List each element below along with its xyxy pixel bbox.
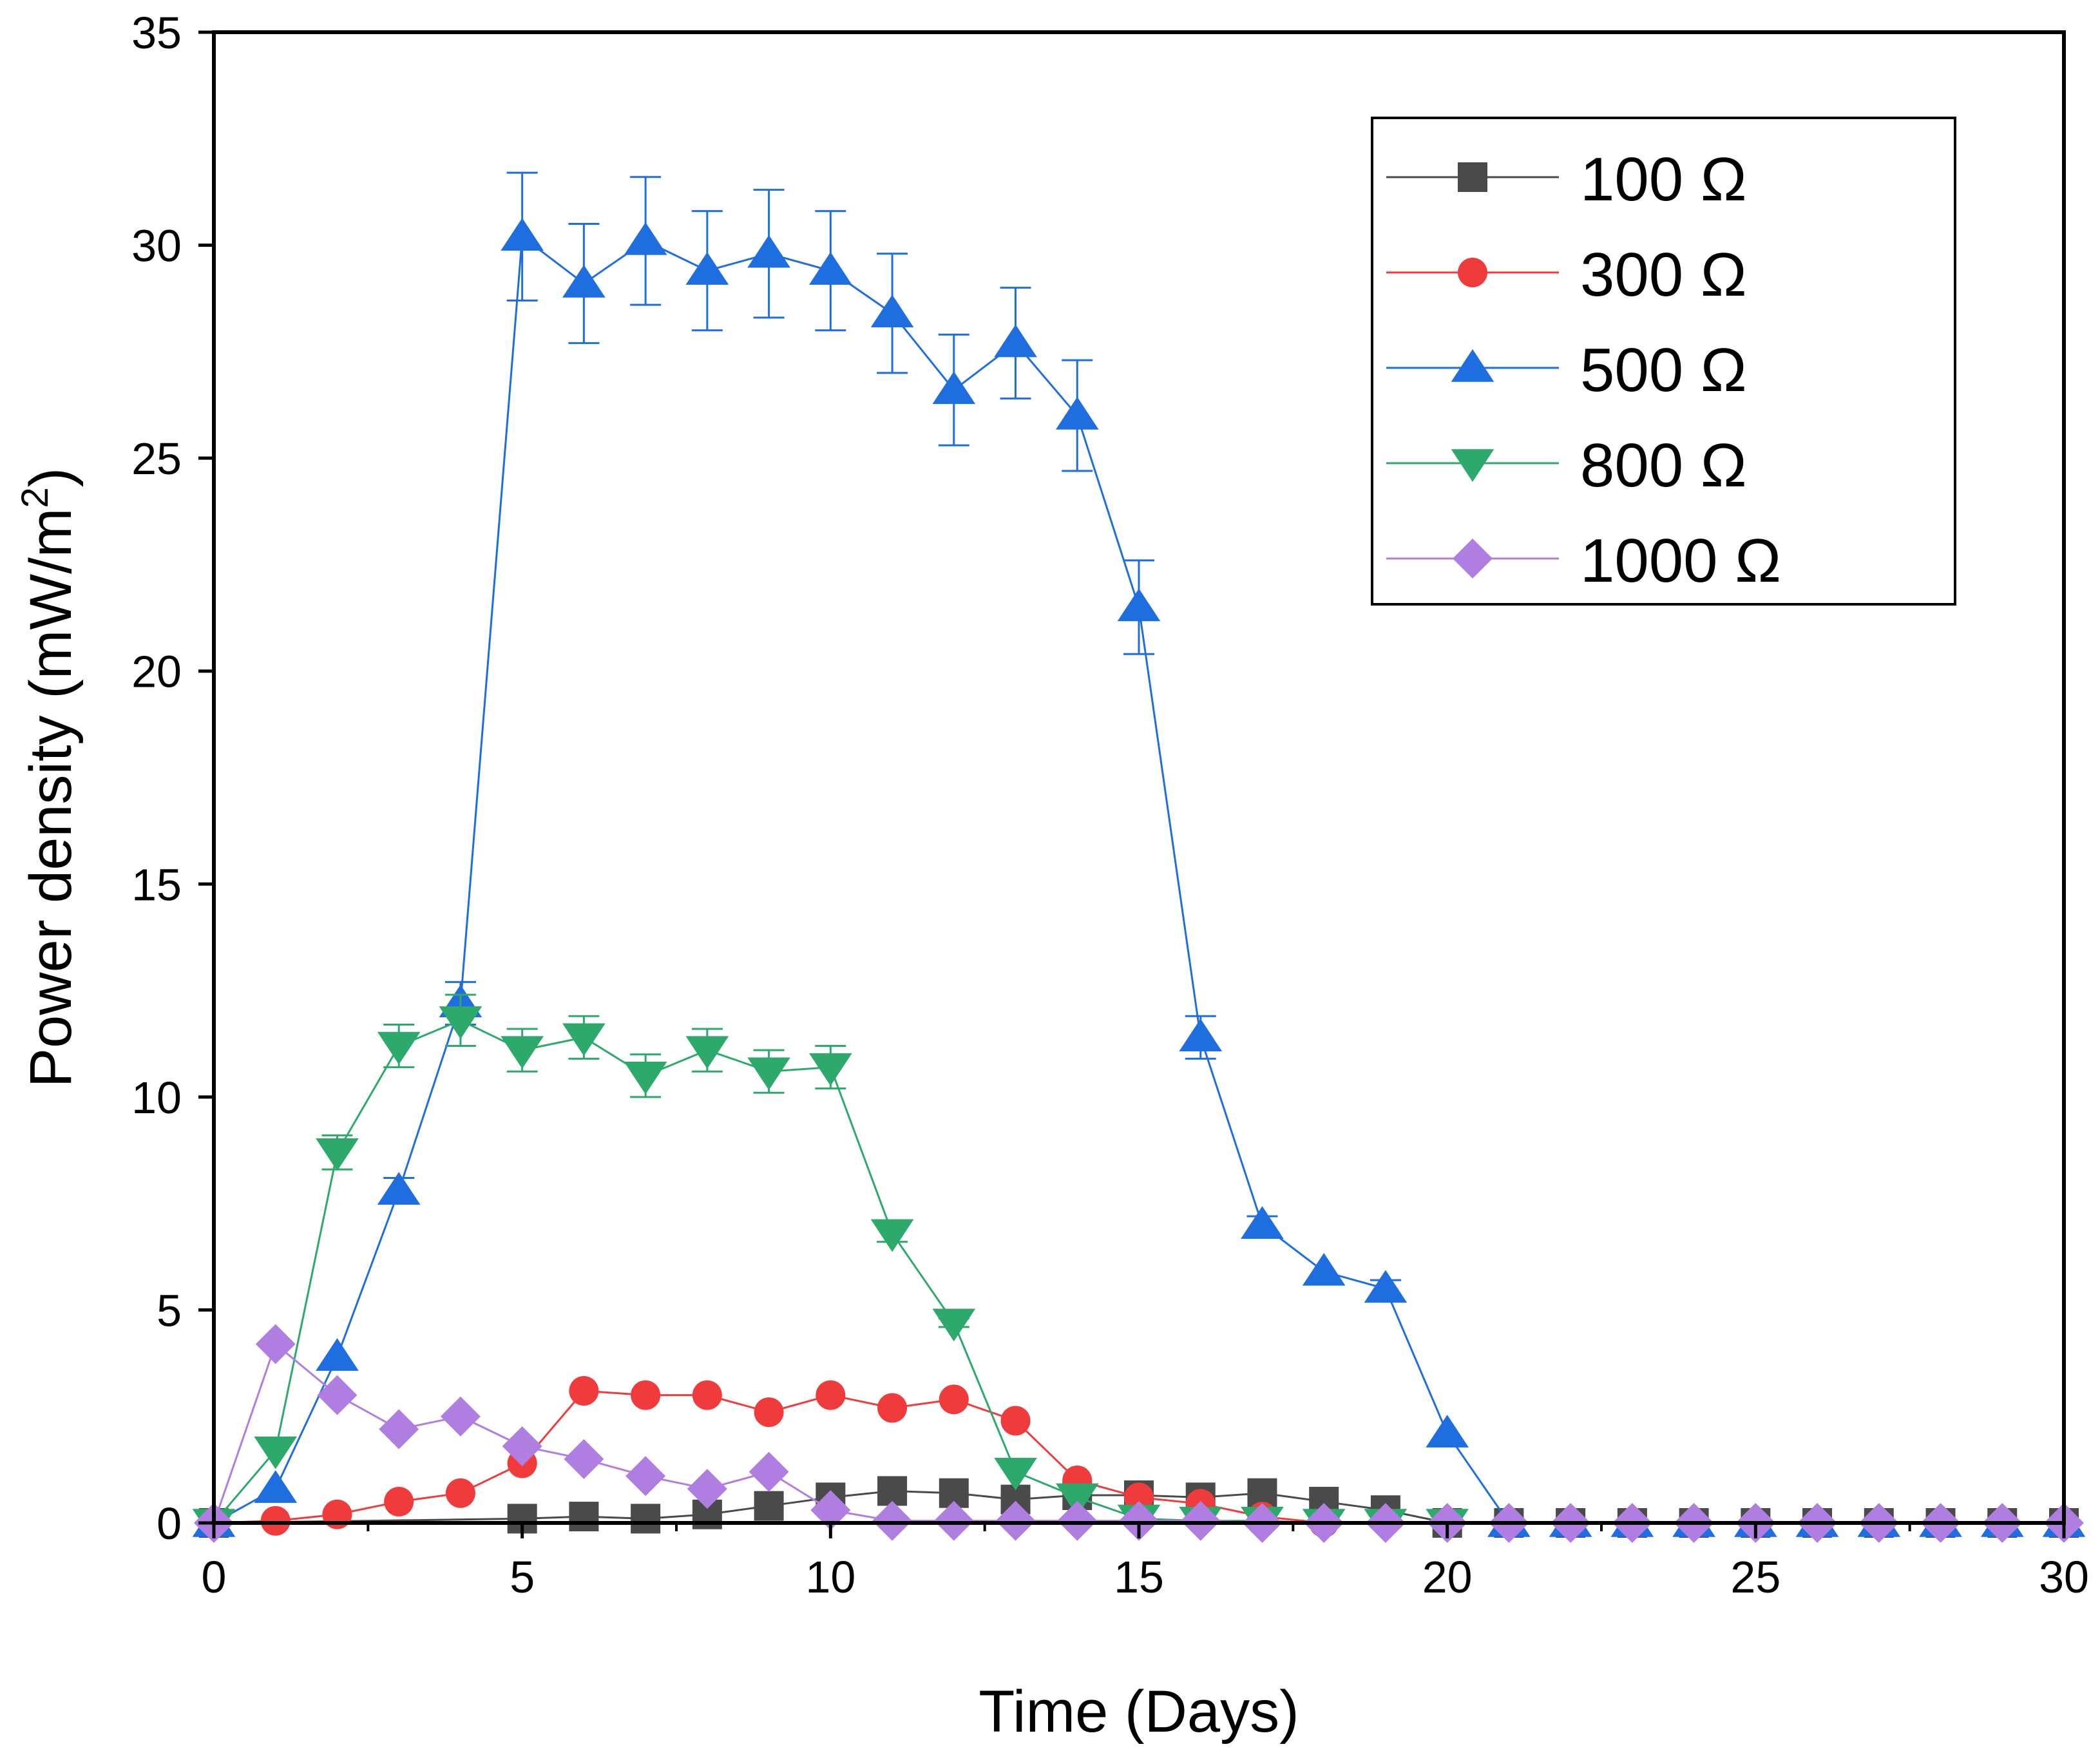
y-tick-label: 0: [157, 1498, 182, 1549]
data-point: [1000, 1406, 1031, 1436]
data-point: [569, 1502, 599, 1532]
legend-label: 300 Ω: [1580, 240, 1747, 309]
legend-marker: [1451, 449, 1494, 482]
data-point: [1055, 397, 1099, 430]
data-point: [569, 1376, 599, 1406]
y-tick-label: 30: [131, 221, 182, 271]
data-point: [754, 1397, 784, 1428]
data-point: [254, 1436, 298, 1469]
x-tick-label: 15: [1114, 1552, 1164, 1602]
data-point: [384, 1486, 414, 1516]
data-point: [692, 1380, 722, 1410]
data-point: [932, 1308, 976, 1342]
data-point: [877, 1393, 908, 1423]
legend-label: 800 Ω: [1580, 431, 1747, 500]
x-tick-label: 20: [1422, 1552, 1473, 1602]
data-point: [808, 252, 852, 285]
data-point: [994, 1457, 1037, 1491]
data-point: [685, 252, 729, 285]
data-point: [994, 324, 1037, 358]
legend-label: 500 Ω: [1580, 336, 1747, 405]
data-point: [816, 1380, 846, 1410]
data-point: [747, 1057, 790, 1091]
y-tick-label: 15: [131, 859, 182, 910]
data-point: [501, 218, 544, 251]
legend: 100 Ω 300 Ω 500 Ω 800 Ω 1000 Ω: [1371, 117, 1956, 606]
data-point: [501, 1036, 544, 1069]
x-tick-label: 30: [2039, 1552, 2089, 1602]
data-point: [747, 234, 790, 268]
x-tick-label: 0: [202, 1552, 227, 1602]
data-point: [562, 1023, 606, 1057]
y-tick-label: 5: [157, 1285, 182, 1335]
data-point: [377, 1172, 421, 1205]
legend-marker: [1453, 539, 1493, 579]
legend-marker: [1451, 349, 1494, 382]
data-point: [870, 1219, 914, 1252]
y-axis-title-tail: ): [18, 468, 84, 488]
y-axis-title: Power density (mW/m2): [14, 468, 84, 1088]
x-axis-title: Time (Days): [978, 1679, 1299, 1745]
legend-label: 1000 Ω: [1580, 526, 1781, 595]
x-tick-label: 10: [805, 1552, 855, 1602]
x-tick-label: 25: [1730, 1552, 1780, 1602]
data-point: [379, 1409, 419, 1449]
data-point: [933, 1500, 974, 1541]
y-tick-label: 35: [131, 8, 182, 58]
y-axis-title-superscript: 2: [14, 487, 56, 508]
data-point: [1117, 588, 1161, 622]
data-point: [254, 1470, 298, 1503]
data-point: [624, 222, 667, 255]
y-tick-label: 25: [131, 434, 182, 484]
data-point: [316, 1138, 359, 1171]
data-point: [562, 265, 606, 298]
data-point: [1179, 1019, 1223, 1052]
data-point: [932, 371, 976, 405]
data-point: [810, 1490, 851, 1531]
data-point: [631, 1504, 661, 1534]
data-point: [995, 1500, 1036, 1541]
x-tick-label: 5: [510, 1552, 535, 1602]
data-point: [631, 1380, 661, 1410]
data-point: [687, 1469, 727, 1509]
data-point: [1302, 1252, 1346, 1286]
data-point: [872, 1500, 913, 1541]
data-point: [939, 1384, 969, 1415]
data-point: [502, 1426, 542, 1466]
data-point: [377, 1031, 421, 1065]
data-point: [1119, 1500, 1159, 1541]
data-point: [255, 1324, 296, 1364]
data-point: [1241, 1206, 1284, 1239]
data-point: [445, 1478, 475, 1508]
data-point: [564, 1439, 604, 1479]
data-point: [317, 1375, 358, 1415]
data-point: [1364, 1270, 1408, 1303]
data-point: [1057, 1500, 1098, 1541]
legend-marker: [1458, 162, 1487, 192]
data-point: [754, 1491, 784, 1521]
data-point: [685, 1036, 729, 1069]
legend-label: 100 Ω: [1580, 145, 1747, 214]
data-point: [808, 1053, 852, 1086]
data-point: [1180, 1500, 1221, 1541]
data-point: [749, 1451, 789, 1492]
data-point: [316, 1338, 359, 1371]
data-point: [624, 1062, 667, 1095]
data-point: [439, 1006, 482, 1039]
data-point: [440, 1396, 481, 1437]
y-tick-label: 20: [131, 647, 182, 697]
axis-layer: 0 5 10 15 20 25 30 0 5 10 15 20 25 30 35: [131, 8, 2089, 1602]
data-point: [1426, 1415, 1469, 1448]
data-point: [870, 294, 914, 328]
y-tick-label: 10: [131, 1073, 182, 1123]
y-axis-title-main: Power density (mW/m: [18, 508, 84, 1088]
data-point: [1055, 1483, 1099, 1516]
data-point: [260, 1506, 291, 1536]
data-point: [625, 1456, 666, 1497]
legend-marker: [1458, 258, 1487, 287]
